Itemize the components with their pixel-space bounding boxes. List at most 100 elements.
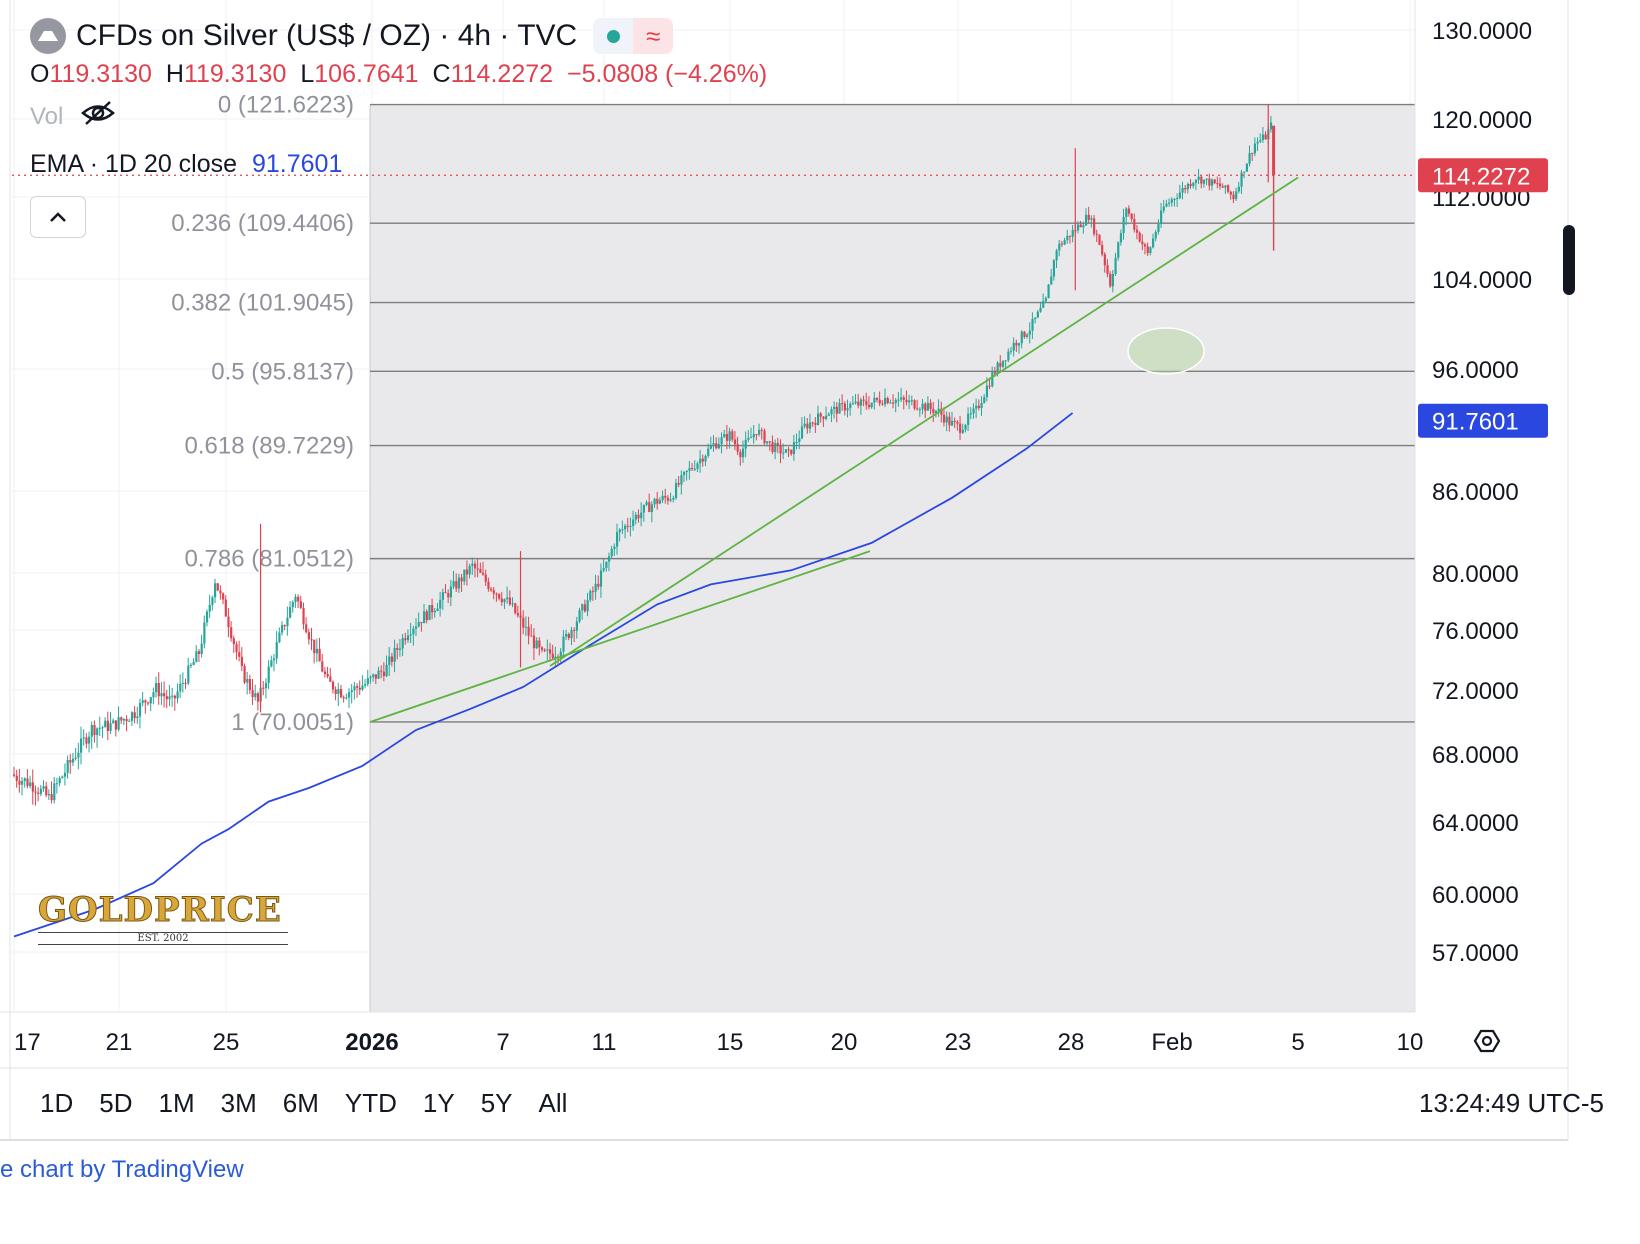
candle-body xyxy=(388,656,391,665)
candle-body xyxy=(1068,235,1072,237)
chart-title-row: CFDs on Silver (US$ / OZ) · 4h · TVC ≈ xyxy=(30,14,674,58)
candle-body xyxy=(559,651,562,658)
goldprice-est-text: EST. 2002 xyxy=(38,932,288,945)
candle-body xyxy=(382,671,386,677)
candle-body xyxy=(232,638,235,645)
candle-body xyxy=(725,433,729,441)
candle-body xyxy=(313,639,316,654)
candle-body xyxy=(251,690,254,698)
time-axis-label: 28 xyxy=(1058,1029,1085,1056)
candle-body xyxy=(1165,203,1168,207)
candle-body xyxy=(645,502,648,505)
candle-body xyxy=(230,627,233,639)
candle-body xyxy=(1114,257,1117,275)
candle-body xyxy=(364,684,367,686)
candle-body xyxy=(787,449,790,451)
candle-body xyxy=(1202,179,1206,184)
candle-body xyxy=(498,593,501,599)
candle-body xyxy=(1227,185,1230,192)
ema-legend: EMA · 1D 20 close 91.7601 xyxy=(30,150,342,179)
time-axis-label: 20 xyxy=(831,1029,858,1056)
status-pill[interactable]: ≈ xyxy=(593,18,674,54)
candle-body xyxy=(447,593,450,598)
candle-body xyxy=(567,633,570,639)
candle-body xyxy=(779,445,782,454)
candle-body xyxy=(465,569,469,575)
range-1m-button[interactable]: 1M xyxy=(158,1088,195,1118)
tradingview-attribution-link[interactable]: e chart by TradingView xyxy=(0,1156,244,1183)
clock-timezone[interactable]: 13:24:49 UTC-5 xyxy=(1419,1088,1604,1118)
candle-body xyxy=(798,438,801,443)
price-axis-label: 60.0000 xyxy=(1432,882,1519,909)
candle-body xyxy=(74,757,77,759)
silver-symbol-icon[interactable] xyxy=(30,18,66,54)
candle-body xyxy=(736,444,739,452)
range-1d-button[interactable]: 1D xyxy=(40,1088,74,1118)
candle-body xyxy=(985,385,989,398)
candle-body xyxy=(479,569,482,573)
candle-body xyxy=(750,437,753,439)
candle-body xyxy=(865,400,868,405)
candle-body xyxy=(720,437,723,445)
candle-body xyxy=(846,408,849,411)
candle-body xyxy=(650,504,654,512)
candle-body xyxy=(1085,214,1088,226)
candle-body xyxy=(932,408,935,414)
candle-body xyxy=(549,649,552,654)
candle-body xyxy=(286,617,289,627)
candle-body xyxy=(342,697,345,699)
candle-body xyxy=(811,422,814,424)
candle-body xyxy=(323,671,327,674)
fib-level-label: 0.5 (95.8137) xyxy=(211,358,354,385)
candle-body xyxy=(1127,208,1131,214)
collapse-legend-button[interactable] xyxy=(30,196,86,238)
candle-body xyxy=(870,402,873,408)
candle-body xyxy=(634,514,637,520)
time-axis-bg xyxy=(0,1012,1640,1140)
candle-body xyxy=(136,716,139,719)
candle-body xyxy=(873,397,876,403)
range-1y-button[interactable]: 1Y xyxy=(422,1088,455,1118)
candle-body xyxy=(1205,178,1208,180)
candle-body xyxy=(921,403,924,410)
candle-body xyxy=(358,687,361,690)
price-axis-label: 96.0000 xyxy=(1432,357,1519,384)
range-5d-button[interactable]: 5D xyxy=(99,1088,133,1118)
candle-body xyxy=(1103,254,1106,266)
candle-body xyxy=(1109,273,1112,287)
range-3m-button[interactable]: 3M xyxy=(220,1088,257,1118)
candle-body xyxy=(1087,214,1090,220)
candle-body xyxy=(423,611,426,624)
candle-body xyxy=(731,431,734,440)
range-ytd-button[interactable]: YTD xyxy=(344,1088,397,1118)
candle-body xyxy=(147,702,150,704)
candle-body xyxy=(208,604,211,612)
candle-body xyxy=(961,429,964,433)
candle-body xyxy=(455,581,458,589)
candle-body xyxy=(626,525,629,527)
candle-body xyxy=(683,471,686,476)
candle-body xyxy=(1004,360,1007,362)
candle-body xyxy=(339,689,343,698)
candle-body xyxy=(77,752,80,758)
candle-body xyxy=(616,532,619,547)
candle-body xyxy=(157,683,160,697)
candle-body xyxy=(658,500,662,504)
candle-body xyxy=(704,455,707,462)
settings-icon[interactable] xyxy=(1473,1029,1501,1053)
candle-body xyxy=(168,696,171,700)
candle-body xyxy=(503,599,506,603)
range-all-button[interactable]: All xyxy=(538,1088,568,1118)
candle-body xyxy=(680,475,683,485)
hidden-eye-icon[interactable] xyxy=(81,100,116,133)
range-6m-button[interactable]: 6M xyxy=(282,1088,319,1118)
time-axis-label: 10 xyxy=(1397,1029,1424,1056)
candle-body xyxy=(219,590,222,594)
candle-body xyxy=(1009,350,1013,352)
candle-body xyxy=(685,470,688,472)
candle-body xyxy=(1122,216,1125,234)
candle-body xyxy=(1034,317,1037,320)
range-5y-button[interactable]: 5Y xyxy=(480,1088,513,1118)
candle-body xyxy=(1012,342,1015,351)
